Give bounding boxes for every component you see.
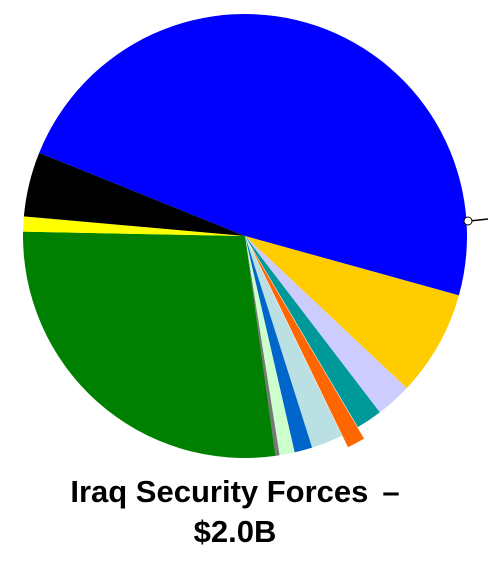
- caption-dash: –: [382, 474, 400, 509]
- slice-caption: Iraq Security Forces – $2.0B: [0, 472, 470, 552]
- callout-dot: [463, 216, 473, 226]
- pie-slice-5: [251, 247, 365, 448]
- pie-slice-6: [245, 236, 342, 448]
- pie-slice-11: [23, 216, 245, 236]
- pie-slice-10: [23, 231, 276, 459]
- pie-slice-8: [245, 236, 295, 456]
- pie-slice-12: [23, 152, 245, 236]
- pie-slice-7: [245, 236, 313, 453]
- pie-slice-2: [245, 236, 459, 389]
- caption-title: Iraq Security Forces: [70, 474, 369, 509]
- pie-slice-9: [245, 236, 280, 456]
- callout-leader-line: [469, 218, 489, 222]
- caption-line-1: Iraq Security Forces –: [0, 472, 470, 512]
- pie-slice-1: [39, 13, 468, 296]
- pie-slice-3: [245, 236, 407, 413]
- pie-slices: [23, 13, 468, 459]
- pie-slice-4: [245, 236, 380, 428]
- callout-leader: [463, 216, 489, 226]
- caption-value: $2.0B: [193, 514, 277, 549]
